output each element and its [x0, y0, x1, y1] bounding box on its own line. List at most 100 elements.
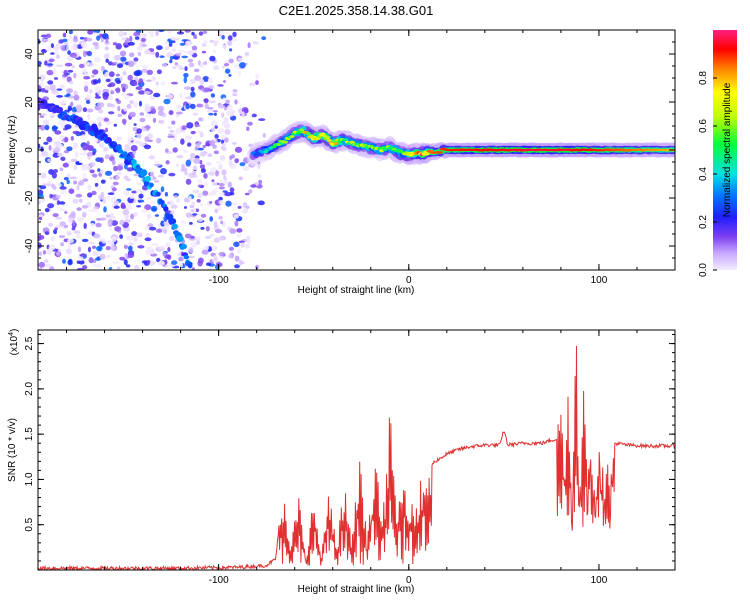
diagonal-trace-blob [143, 180, 150, 187]
spectrogram-y-tick-label: 20 [24, 96, 35, 108]
noise-blob [200, 213, 207, 218]
noise-blob [234, 255, 240, 262]
noise-blob [218, 251, 226, 257]
noise-blob [228, 58, 234, 64]
noise-blob [103, 73, 108, 77]
noise-blob [244, 192, 250, 196]
noise-blob [158, 260, 165, 267]
noise-blob [123, 32, 127, 36]
noise-blob [195, 240, 201, 245]
diagonal-trace-blob [112, 141, 117, 146]
noise-blob [144, 204, 152, 211]
noise-blob [80, 41, 88, 49]
noise-blob [193, 34, 198, 40]
noise-blob [204, 235, 212, 240]
noise-blob [44, 124, 50, 131]
noise-blob [115, 43, 122, 50]
noise-blob [99, 157, 104, 164]
noise-blob [204, 103, 209, 110]
noise-blob [231, 37, 237, 42]
colorbar: 0.0 0.2 0.4 0.6 0.8 Normalized spectral ampl… [698, 30, 737, 277]
noise-blob [136, 205, 142, 208]
noise-blob [52, 68, 57, 74]
noise-blob [116, 63, 124, 69]
figure-title: C2E1.2025.358.14.38.G01 [279, 3, 434, 18]
noise-blob [186, 122, 194, 129]
noise-blob [175, 113, 180, 118]
snr-multiplier-base: (x10 [9, 335, 20, 355]
noise-blob [139, 199, 145, 203]
noise-blob [148, 226, 157, 231]
noise-blob [158, 106, 165, 112]
spectrogram-x-tick-label: -100 [209, 275, 229, 286]
noise-blob [108, 95, 114, 101]
diagonal-trace-blob [155, 192, 161, 197]
noise-blob [248, 189, 253, 194]
noise-blob [143, 144, 152, 150]
noise-blob [184, 30, 191, 33]
noise-blob [61, 139, 65, 142]
noise-blob [202, 30, 208, 34]
noise-blob [76, 267, 85, 270]
noise-blob [64, 62, 73, 67]
noise-blob [78, 260, 85, 265]
noise-blob [214, 208, 218, 213]
noise-blob [137, 245, 145, 249]
noise-blob [199, 151, 207, 157]
noise-blob [204, 181, 208, 188]
noise-blob [179, 92, 183, 99]
noise-blob [86, 37, 93, 42]
noise-blob [181, 125, 187, 130]
noise-blob [40, 49, 48, 54]
noise-blob [102, 198, 106, 204]
noise-blob [83, 75, 91, 80]
noise-blob [38, 197, 45, 203]
noise-blob [238, 71, 242, 76]
noise-blob [164, 259, 168, 265]
noise-blob [213, 112, 217, 116]
noise-blob [108, 71, 115, 78]
noise-blob [187, 58, 194, 63]
noise-blob [189, 221, 193, 225]
noise-blob [246, 235, 251, 242]
noise-blob [96, 116, 104, 122]
noise-blob [104, 154, 110, 160]
ridge-core [283, 140, 288, 144]
diagonal-trace-blob [183, 254, 190, 260]
noise-blob [49, 266, 55, 270]
noise-blob [97, 78, 101, 84]
noise-blob [122, 209, 130, 216]
noise-blob [231, 154, 236, 159]
noise-blob [73, 142, 78, 149]
noise-blob [130, 213, 135, 220]
noise-blob [103, 206, 107, 213]
noise-blob [169, 56, 174, 60]
colorbar-gradient [713, 30, 737, 270]
noise-blob [190, 209, 195, 213]
noise-blob [60, 242, 64, 247]
noise-blob [70, 136, 74, 141]
noise-blob [194, 155, 200, 159]
noise-blob [255, 73, 260, 80]
noise-blob [48, 169, 54, 175]
noise-blob [104, 46, 109, 51]
noise-blob [155, 51, 160, 58]
noise-blob [190, 130, 196, 135]
noise-blob [56, 54, 61, 59]
noise-blob [191, 201, 196, 206]
noise-blob [123, 107, 128, 112]
noise-blob [161, 63, 168, 68]
noise-blob [62, 162, 69, 168]
noise-blob [227, 35, 233, 41]
noise-blob [167, 201, 171, 205]
noise-blob [38, 261, 46, 268]
noise-blob [54, 227, 58, 230]
noise-blob [225, 200, 232, 207]
noise-blob [83, 61, 90, 66]
noise-blob [59, 135, 66, 139]
noise-blob [150, 51, 156, 55]
noise-blob [176, 111, 183, 115]
diagonal-trace-blob [149, 182, 154, 188]
ridge-core [333, 142, 339, 145]
